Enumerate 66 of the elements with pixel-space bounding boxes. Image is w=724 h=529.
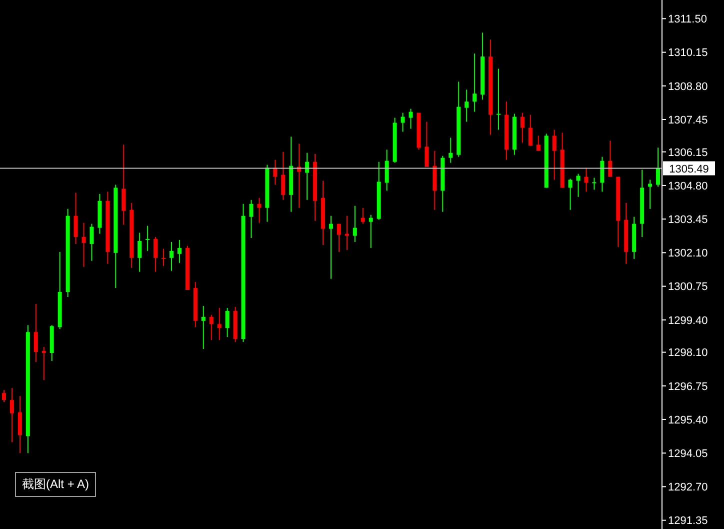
candlestick <box>74 192 78 244</box>
candlestick <box>146 225 150 252</box>
y-tick-label: 1306.15 <box>668 146 708 159</box>
candlestick <box>249 199 254 238</box>
candlestick <box>10 388 14 443</box>
candlestick <box>305 152 310 200</box>
candlestick <box>656 147 660 188</box>
candlestick <box>400 112 405 132</box>
y-tick-label: 1302.10 <box>668 248 708 260</box>
candlestick <box>368 214 373 248</box>
candlestick <box>329 215 334 280</box>
y-tick-label: 1296.75 <box>668 380 708 393</box>
candlestick <box>257 197 262 224</box>
candlestick <box>496 68 500 130</box>
candlestick <box>424 121 429 168</box>
candlestick <box>336 223 341 252</box>
candlestick <box>520 112 524 144</box>
candlestick <box>568 178 572 210</box>
candlestick <box>281 151 286 200</box>
candlestick <box>169 241 174 272</box>
candlestick <box>352 205 357 242</box>
candlestick <box>225 307 230 338</box>
candlestick <box>177 239 182 264</box>
candlestick <box>217 307 222 341</box>
y-tick-label: 1303.45 <box>668 214 708 226</box>
candlestick <box>90 223 94 262</box>
candlestick <box>576 173 580 198</box>
candlestick <box>608 140 612 178</box>
candlestick <box>592 177 596 190</box>
candlestick <box>464 89 469 122</box>
y-tick-label: 1292.70 <box>668 482 708 494</box>
candlestick <box>472 53 477 112</box>
candlestick <box>528 114 532 146</box>
candlestick <box>34 303 38 362</box>
candlestick <box>42 346 46 381</box>
candlestick <box>162 248 166 266</box>
candlestick <box>384 149 389 192</box>
candlestick <box>2 390 6 403</box>
y-tick-label: 1300.75 <box>668 281 708 294</box>
y-tick-label: 1310.15 <box>668 47 708 60</box>
candlestick <box>448 137 453 164</box>
candlestick <box>584 167 588 192</box>
y-tick-label: 1294.05 <box>668 448 708 460</box>
candlestick <box>648 179 652 210</box>
candlestick <box>209 314 214 341</box>
y-tick-label: 1307.45 <box>668 114 708 126</box>
candlestick <box>138 232 142 272</box>
candlestick <box>360 207 365 224</box>
annotation: 截图(Alt + A) <box>15 472 96 497</box>
candlestick <box>82 222 86 268</box>
candlestick <box>536 135 540 152</box>
y-tick-label: 1295.40 <box>668 414 708 426</box>
candlestick <box>18 396 22 454</box>
candlestick <box>154 236 158 272</box>
y-tick-label: 1308.80 <box>668 80 708 93</box>
candlestick <box>552 129 556 180</box>
y-tick-label: 1311.50 <box>668 14 707 26</box>
y-tick-label: 1304.80 <box>668 180 708 192</box>
candlestick <box>408 108 413 130</box>
candlestick <box>201 305 206 350</box>
y-tick-label: 1291.35 <box>668 515 708 528</box>
y-tick-label: 1299.40 <box>668 314 708 327</box>
ref-line-label: 1305.49 <box>669 163 709 176</box>
candlestick <box>122 144 126 226</box>
y-tick-label: 1298.10 <box>668 347 708 360</box>
candlestick <box>600 156 604 192</box>
